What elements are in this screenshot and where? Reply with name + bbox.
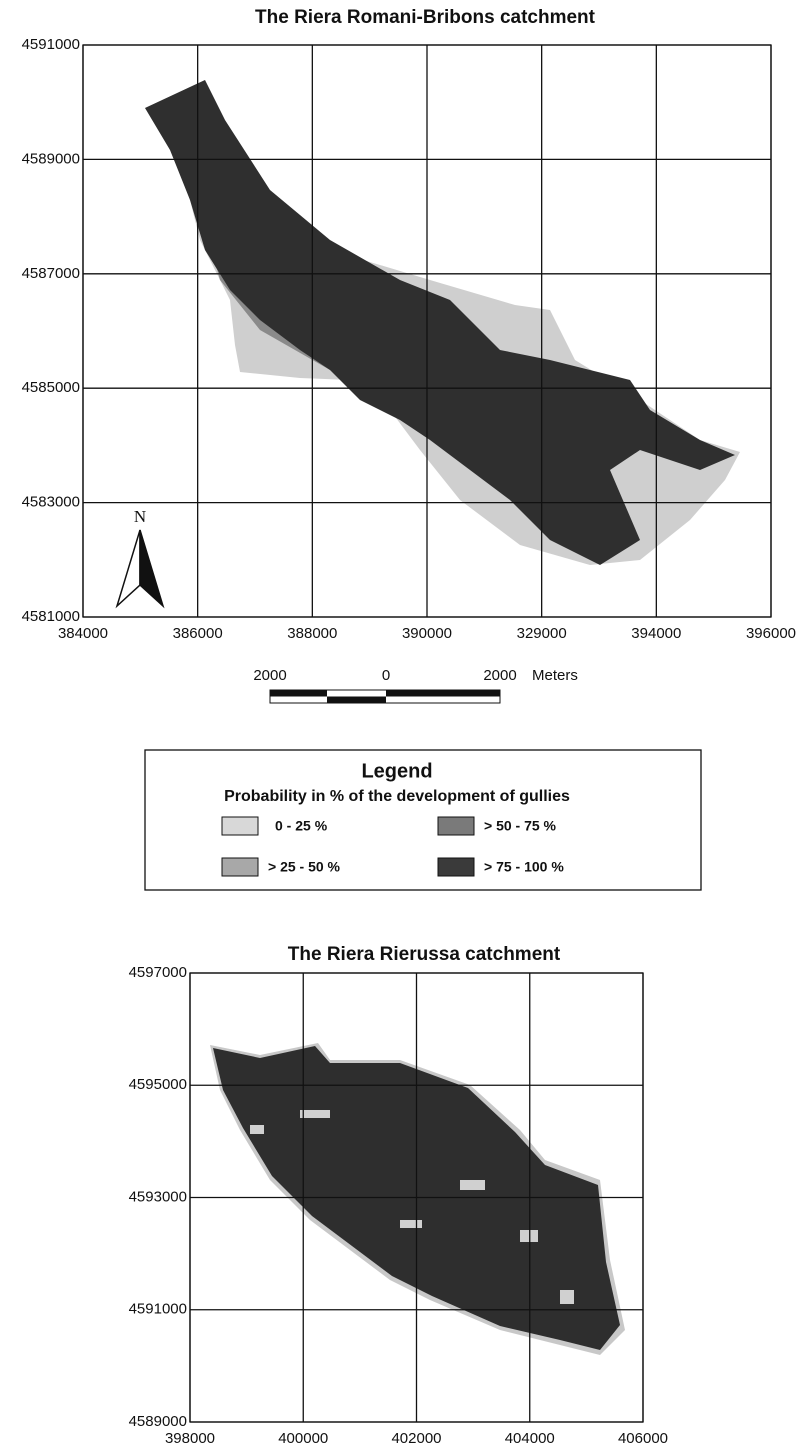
catchment-shape (145, 80, 740, 565)
x-label: 406000 (618, 1430, 668, 1447)
scale-label: 2000 (483, 667, 516, 684)
y-label: 4589000 (22, 150, 80, 167)
x-label: 398000 (165, 1430, 215, 1447)
scale-unit: Meters (532, 667, 578, 684)
x-label: 400000 (278, 1430, 328, 1447)
catchment-shape (210, 1043, 625, 1355)
scale-bar: 2000 0 2000 Meters (253, 667, 578, 703)
y-label: 4589000 (129, 1413, 187, 1430)
legend-item: > 50 - 75 % (484, 818, 557, 834)
map-title: The Riera Rierussa catchment (288, 944, 561, 965)
x-label: 404000 (505, 1430, 555, 1447)
y-label: 4595000 (129, 1076, 187, 1093)
y-label: 4593000 (129, 1188, 187, 1205)
y-label: 4583000 (22, 494, 80, 511)
x-label: 394000 (631, 625, 681, 642)
legend-item: > 25 - 50 % (268, 859, 341, 875)
y-label: 4591000 (129, 1301, 187, 1318)
scale-label: 2000 (253, 667, 286, 684)
north-arrow: N (117, 507, 163, 606)
map-grid (190, 973, 643, 1422)
y-label: 4581000 (22, 608, 80, 625)
x-label: 384000 (58, 625, 108, 642)
y-label: 4597000 (129, 964, 187, 981)
x-label: 396000 (746, 625, 796, 642)
legend-title: Legend (361, 760, 432, 782)
scale-label: 0 (382, 667, 390, 684)
x-label: 386000 (173, 625, 223, 642)
legend: Legend Probability in % of the developme… (145, 750, 701, 890)
map-title: The Riera Romani-Bribons catchment (255, 7, 596, 28)
north-label: N (134, 507, 146, 526)
legend-item: > 75 - 100 % (484, 859, 564, 875)
legend-subtitle: Probability in % of the development of g… (224, 788, 570, 805)
figure: The Riera Romani-Bribons catchment N 200… (0, 0, 797, 1452)
y-label: 4587000 (22, 265, 80, 282)
y-label: 4585000 (22, 379, 80, 396)
x-label: 388000 (287, 625, 337, 642)
x-label: 402000 (391, 1430, 441, 1447)
x-label: 329000 (517, 625, 567, 642)
x-label: 390000 (402, 625, 452, 642)
y-label: 4591000 (22, 36, 80, 53)
legend-item: 0 - 25 % (275, 818, 328, 834)
